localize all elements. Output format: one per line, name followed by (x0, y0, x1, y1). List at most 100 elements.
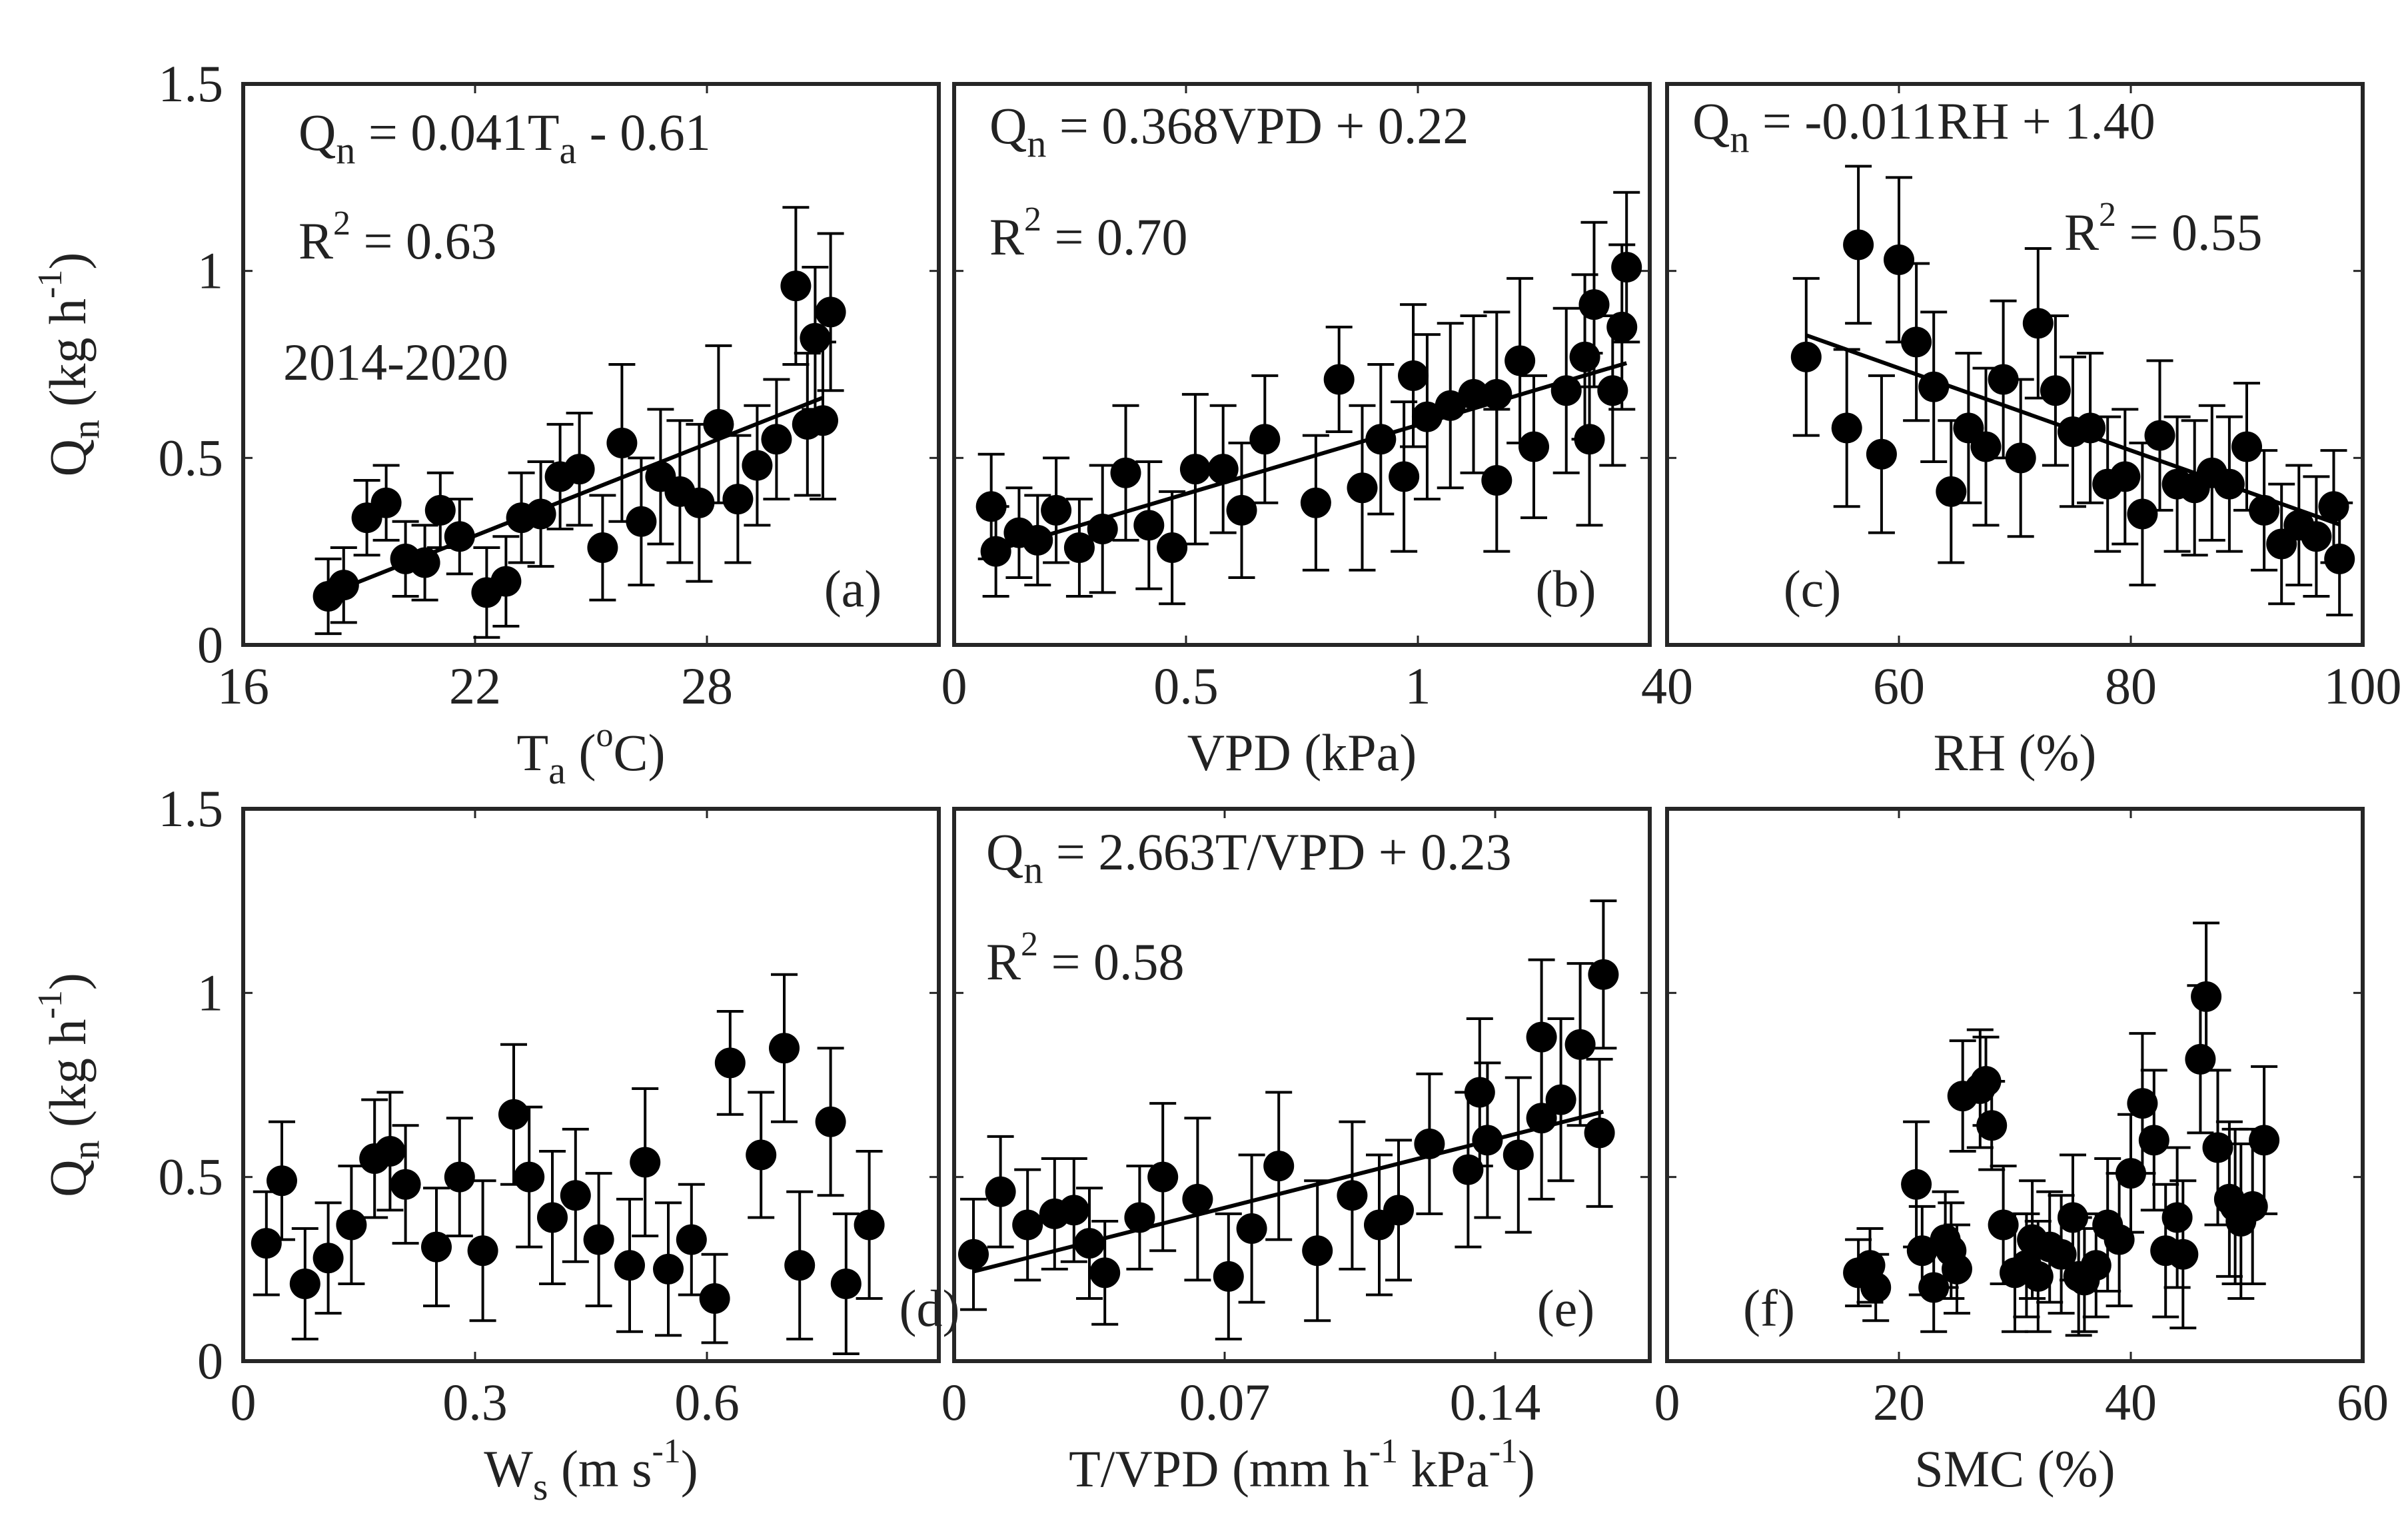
data-point (626, 506, 657, 537)
data-point (1472, 1125, 1503, 1156)
data-point (854, 1209, 885, 1241)
data-point (800, 322, 831, 354)
axes-frame (1665, 807, 2365, 1363)
data-point (2249, 494, 2280, 526)
x-tick-label: 0.5 (1153, 657, 1219, 715)
data-point (490, 566, 522, 597)
data-point (1398, 360, 1429, 391)
x-tick-label: 0.3 (442, 1373, 508, 1431)
data-point (1578, 289, 1610, 320)
data-point (1843, 229, 1874, 260)
x-axis-label: Ws (m s-1) (484, 1432, 698, 1508)
data-point (467, 1235, 498, 1267)
data-point (1087, 513, 1118, 544)
data-point (1976, 1110, 2008, 1141)
axes-frame (952, 807, 1652, 1363)
panel-b: 0 0.5 1 VPD (kPa) Qn = 0.368VPD + 0.22 R2 = 0… (941, 82, 1652, 781)
data-point (1414, 1128, 1445, 1159)
x-tick-label: 60 (1873, 657, 1925, 715)
axes-frame (241, 82, 941, 647)
data-point (251, 1228, 282, 1259)
data-point (1503, 1139, 1534, 1171)
data-point (1464, 1077, 1495, 1108)
data-point (815, 1106, 846, 1137)
y-tick-label: 0.5 (159, 428, 224, 486)
data-point (289, 1268, 320, 1299)
panel-letter: (d) (900, 1279, 960, 1337)
data-point (1458, 378, 1489, 410)
data-point (714, 1047, 746, 1079)
data-point (1179, 454, 1211, 485)
data-point (498, 1099, 529, 1130)
data-point (2109, 461, 2141, 492)
data-point (1866, 438, 1897, 470)
data-point (2213, 468, 2245, 500)
x-tick-label: 80 (2105, 657, 2157, 715)
panel-letter: (b) (1536, 560, 1596, 618)
panel-a: 16 22 28 0 0.5 1 1.5 Qn (kg h-1) Ta (oC) Qn = 0.0… (31, 55, 941, 792)
data-point (1526, 1103, 1557, 1134)
regression-equation: Qn = 0.368VPD + 0.22 (989, 97, 1469, 165)
data-point (370, 487, 402, 518)
y-axis-label: Qn (kg h-1) (31, 253, 107, 477)
data-point (1012, 1209, 1043, 1241)
data-point (1133, 510, 1165, 541)
data-point (1041, 494, 1072, 526)
data-point (1545, 1084, 1576, 1115)
data-point (1860, 1272, 1892, 1303)
panel-letter: (f) (1743, 1279, 1795, 1337)
data-point (980, 536, 1011, 567)
data-point (583, 1224, 614, 1255)
x-axis-label: T/VPD (mm h-1 kPa-1) (1069, 1432, 1535, 1498)
data-point (421, 1231, 452, 1263)
data-point (1918, 371, 1950, 402)
data-point (1157, 532, 1188, 564)
data-point (1236, 1213, 1267, 1245)
data-point (1453, 1154, 1484, 1185)
data-point (746, 1139, 777, 1171)
data-point (1611, 252, 1642, 283)
data-point (2167, 1239, 2199, 1270)
data-point (525, 498, 556, 530)
data-point (1481, 378, 1512, 410)
data-point (1124, 1202, 1155, 1233)
data-point (742, 450, 773, 481)
x-tick-label: 1 (1405, 657, 1431, 715)
data-point (2138, 1125, 2169, 1156)
data-point (1901, 1169, 1932, 1200)
data-point (1597, 375, 1628, 406)
x-tick-label: 0 (941, 1373, 967, 1431)
data-point (1074, 1228, 1105, 1259)
data-point (1213, 1261, 1244, 1292)
axes-frame (241, 807, 941, 1363)
data-point (1063, 532, 1095, 564)
data-point (390, 1169, 421, 1200)
data-point (328, 570, 359, 601)
period-note: 2014-2020 (283, 333, 508, 391)
data-point (2191, 981, 2222, 1012)
data-point (699, 1283, 730, 1314)
data-point (2161, 1202, 2193, 1233)
data-point (1569, 341, 1600, 372)
data-point (1518, 431, 1549, 462)
x-tick-label: 28 (681, 657, 733, 715)
data-point (1302, 1235, 1333, 1267)
data-point (1988, 1209, 2019, 1241)
panel-letter: (e) (1537, 1279, 1595, 1337)
data-point (1588, 959, 1619, 990)
axes-frame (1665, 82, 2365, 647)
data-point (1584, 1117, 1615, 1149)
data-point (1207, 454, 1239, 485)
x-axis-label: RH (%) (1934, 724, 2097, 781)
x-tick-label: 0 (941, 657, 967, 715)
panel-d: 0 0.3 0.6 0 0.5 1 1.5 Qn (kg h-1) Ws (m s-1) (d) (31, 779, 959, 1508)
data-point (1022, 524, 1053, 556)
regression-equation: Qn = 2.663T/VPD + 0.23 (986, 823, 1512, 891)
data-point (267, 1165, 297, 1197)
data-point (564, 454, 595, 485)
data-point (1182, 1183, 1213, 1215)
data-point (653, 1253, 684, 1284)
panel-letter: (a) (824, 560, 882, 618)
data-point (1347, 472, 1378, 504)
regression-line (973, 1109, 1604, 1274)
